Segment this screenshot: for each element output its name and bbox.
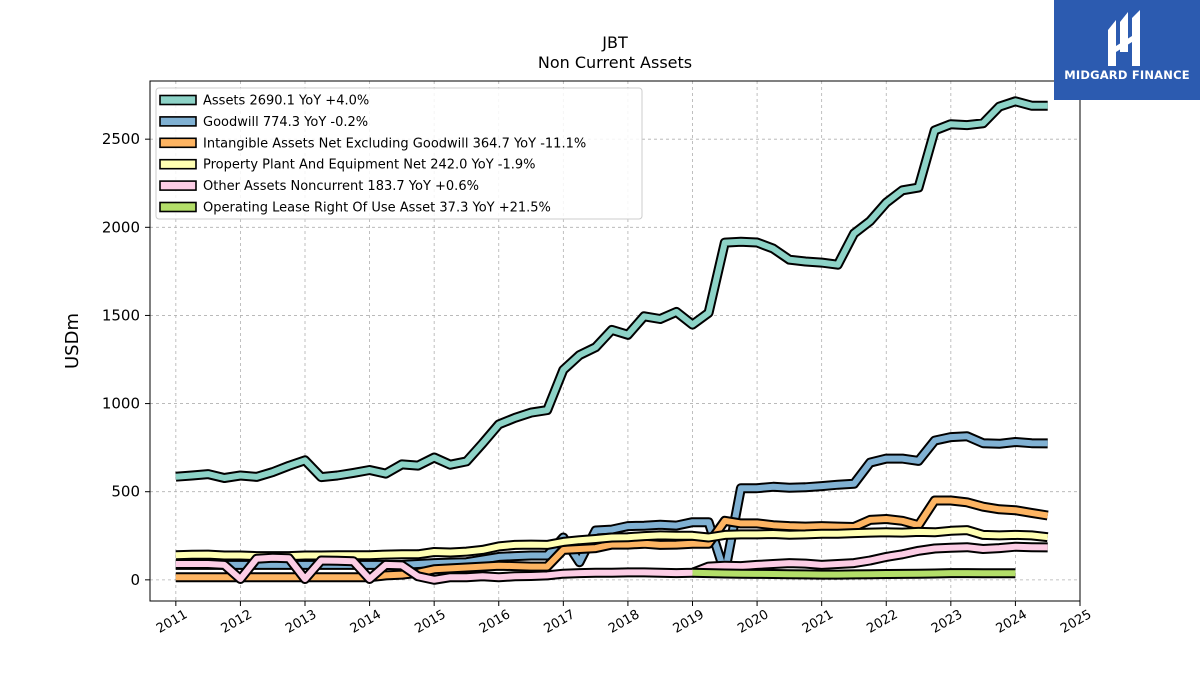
midgard-finance-logo: MIDGARD FINANCE	[1054, 0, 1200, 100]
legend-swatch-1	[159, 116, 197, 127]
chart-subtitle: Non Current Assets	[538, 53, 692, 72]
series-lines	[175, 96, 1049, 585]
legend: Assets 2690.1 YoY +4.0% Goodwill 774.3 Yo…	[155, 87, 643, 220]
series-line-5	[692, 569, 1016, 578]
y-tick-label: 500	[111, 483, 140, 501]
legend-label-4: Other Assets Noncurrent 183.7 YoY +0.6%	[203, 179, 479, 194]
y-tick-label: 1500	[102, 306, 140, 324]
y-axis-label: USDm	[62, 313, 83, 369]
y-tick-label: 0	[130, 571, 140, 589]
legend-label-0: Assets 2690.1 YoY +4.0%	[203, 94, 369, 109]
legend-label-5: Operating Lease Right Of Use Asset 37.3 …	[203, 201, 551, 216]
legend-swatch-5	[159, 201, 197, 213]
series-line-3	[175, 527, 1049, 560]
legend-label-2: Intangible Assets Net Excluding Goodwill…	[203, 136, 586, 151]
legend-box	[155, 87, 643, 220]
logo-mark-icon	[1108, 10, 1140, 66]
series-line-2	[175, 497, 1049, 581]
legend-swatch-2	[159, 137, 197, 149]
legend-label-3: Property Plant And Equipment Net 242.0 Y…	[203, 158, 536, 173]
series-line-4	[175, 543, 1048, 583]
legend-swatch-4	[159, 180, 197, 191]
plot-frame	[149, 80, 1081, 602]
legend-swatch-0	[159, 94, 197, 106]
y-axis: 0 500 1000 1500 2000 2500	[102, 130, 150, 589]
logo-text: MIDGARD FINANCE	[1064, 68, 1190, 82]
legend-swatch-3	[159, 158, 197, 170]
y-tick-label: 2000	[102, 218, 140, 236]
y-tick-label: 1000	[102, 395, 140, 413]
y-tick-label: 2500	[102, 130, 140, 148]
legend-label-1: Goodwill 774.3 YoY -0.2%	[203, 115, 368, 130]
series-line-0	[175, 98, 1048, 481]
chart-title: JBT	[601, 33, 628, 52]
